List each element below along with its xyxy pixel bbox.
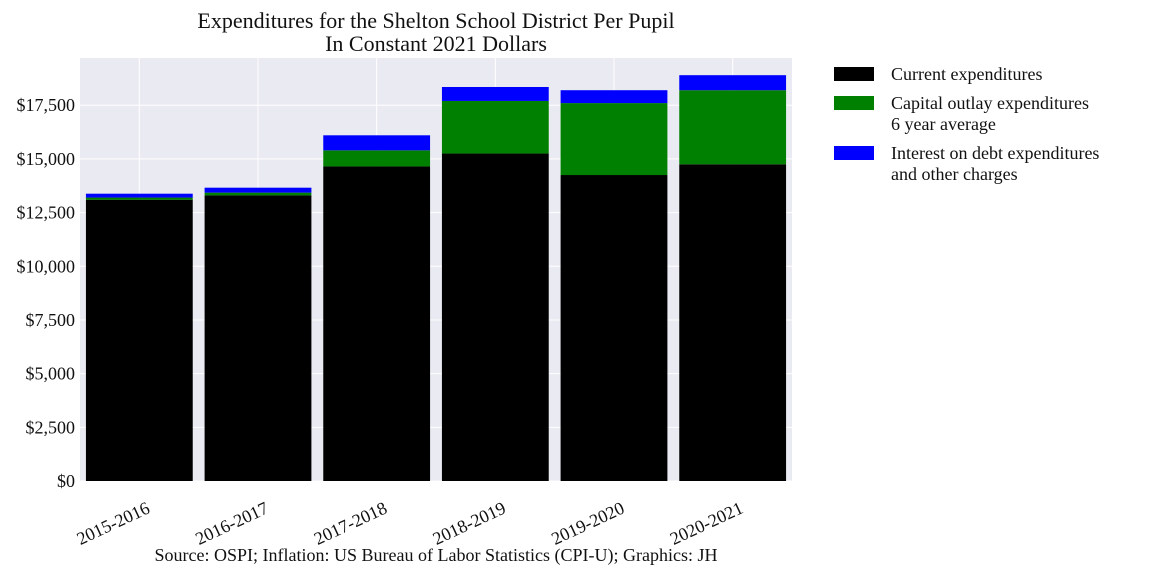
bar-segment bbox=[204, 195, 312, 481]
y-tick-label: $12,500 bbox=[17, 203, 76, 223]
legend: Current expenditures Capital outlay expen… bbox=[834, 64, 1099, 193]
legend-item: Current expenditures bbox=[834, 64, 1099, 85]
legend-swatch bbox=[834, 146, 874, 160]
bar-segment bbox=[679, 164, 787, 481]
x-tick-label: 2019-2020 bbox=[548, 498, 627, 549]
legend-item: Interest on debt expenditures and other … bbox=[834, 143, 1099, 185]
y-tick-label: $2,500 bbox=[26, 417, 76, 437]
chart-title-line: Expenditures for the Shelton School Dist… bbox=[197, 8, 674, 33]
x-tick-label: 2016-2017 bbox=[192, 498, 271, 549]
bar-segment bbox=[679, 75, 787, 91]
bars bbox=[85, 75, 787, 482]
y-tick-label: $0 bbox=[57, 471, 75, 491]
x-tick-label: 2018-2019 bbox=[430, 498, 509, 549]
bar-segment bbox=[560, 175, 668, 482]
y-tick-label: $5,000 bbox=[26, 364, 76, 384]
chart-title: Expenditures for the Shelton School Dist… bbox=[197, 8, 674, 56]
y-tick-label: $10,000 bbox=[17, 256, 76, 276]
legend-item: Capital outlay expenditures 6 year avera… bbox=[834, 93, 1099, 135]
legend-label: Current expenditures bbox=[891, 64, 1043, 84]
x-axis-ticks: 2015-2016 2016-2017 2017-2018 2018-2019 2019… bbox=[74, 498, 746, 549]
y-tick-label: $17,500 bbox=[17, 95, 76, 115]
y-tick-label: $15,000 bbox=[17, 149, 76, 169]
x-tick-label: 2017-2018 bbox=[311, 498, 390, 549]
chart-caption: Source: OSPI; Inflation: US Bureau of La… bbox=[155, 545, 718, 566]
plot-area bbox=[80, 58, 792, 481]
bar-segment bbox=[85, 197, 193, 200]
legend-label: Interest on debt expenditures and other … bbox=[891, 143, 1100, 184]
x-tick-label: 2015-2016 bbox=[74, 498, 153, 549]
legend-swatch bbox=[834, 96, 874, 110]
bar-segment bbox=[560, 90, 668, 104]
bar-segment bbox=[323, 166, 431, 481]
chart-title-line: In Constant 2021 Dollars bbox=[325, 31, 547, 56]
bar-segment bbox=[560, 103, 668, 176]
bar-segment bbox=[204, 192, 312, 196]
bar-segment bbox=[204, 187, 312, 193]
bar-segment bbox=[85, 199, 193, 481]
bar-segment bbox=[441, 100, 549, 154]
bar-segment bbox=[323, 135, 431, 151]
legend-swatch bbox=[834, 67, 874, 81]
bar-segment bbox=[441, 153, 549, 481]
bar-segment bbox=[441, 86, 549, 101]
bar-segment bbox=[85, 193, 193, 198]
y-tick-label: $7,500 bbox=[26, 310, 76, 330]
bar-segment bbox=[323, 150, 431, 167]
bar-segment bbox=[679, 90, 787, 165]
x-tick-label: 2020-2021 bbox=[667, 498, 746, 549]
legend-label: Capital outlay expenditures 6 year avera… bbox=[891, 93, 1089, 134]
y-axis-ticks: $0 $2,500 $5,000 $7,500 $10,000 $12,500 $15,00… bbox=[17, 95, 76, 491]
